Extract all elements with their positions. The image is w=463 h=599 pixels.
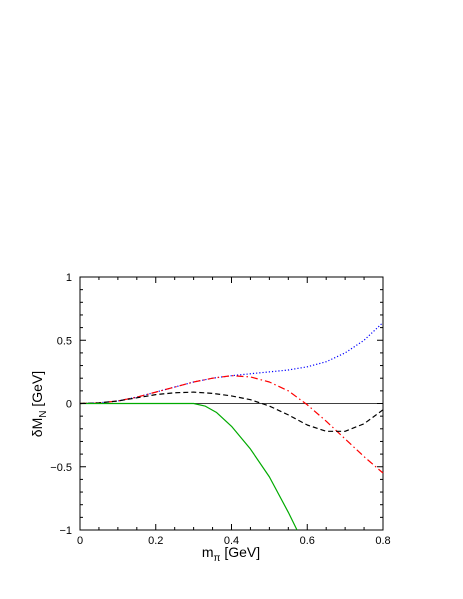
y-axis-title: δMN [GeV]: [29, 371, 49, 437]
plot-area: 0 0.2 0.4 0.6 0.8 −1 −0.5 0 0.5 1: [50, 272, 390, 547]
x-tick-label: 0: [77, 535, 83, 547]
y-tick-label: 0.5: [57, 335, 72, 347]
x-axis-title-sub: π: [214, 553, 221, 564]
x-tick-label: 0.6: [300, 535, 315, 547]
y-axis-title-main: δM: [29, 418, 45, 437]
x-tick-label: 0.8: [375, 535, 390, 547]
y-tick-label: 1: [66, 272, 72, 284]
series-line-dashed: [79, 391, 384, 432]
x-axis-title-unit: [GeV]: [220, 544, 260, 560]
y-axis-title-unit: [GeV]: [29, 371, 45, 411]
x-axis-title: mπ [GeV]: [202, 544, 260, 564]
y-axis-title-sub: N: [38, 410, 49, 417]
series-line-solid: [80, 402, 298, 531]
tick-layer: 0 0.2 0.4 0.6 0.8 −1 −0.5 0 0.5 1: [50, 272, 390, 547]
series-layer: [79, 322, 384, 531]
x-tick-label: 0.2: [148, 535, 163, 547]
y-tick-label: −0.5: [50, 462, 72, 474]
x-axis-title-main: m: [202, 544, 214, 560]
y-tick-label: 0: [66, 399, 72, 411]
series-line-dash-dot: [79, 375, 384, 474]
x-tick-label: 0.4: [224, 535, 239, 547]
series-line-dotted: [79, 322, 384, 405]
y-tick-label: −1: [59, 525, 72, 537]
